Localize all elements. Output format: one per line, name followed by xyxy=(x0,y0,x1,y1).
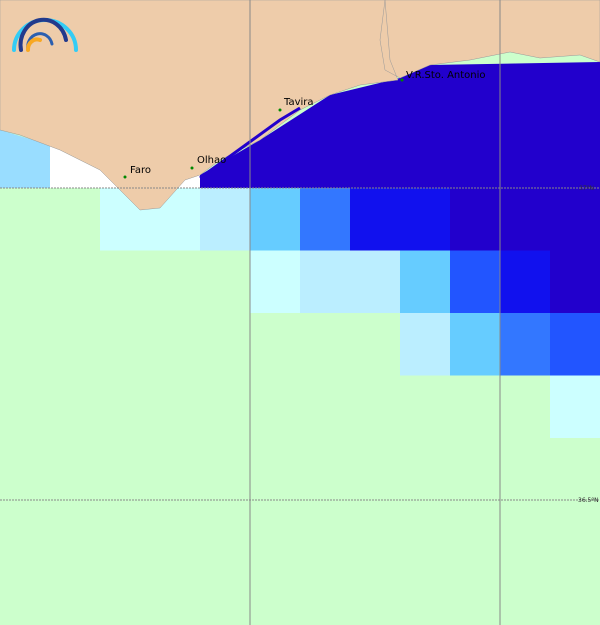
lagoon-islands xyxy=(199,106,301,180)
lat-label: 36.5ºN xyxy=(578,497,599,504)
city-label-faro: Faro xyxy=(130,165,151,176)
grid-cell xyxy=(400,250,450,313)
grid-cell xyxy=(250,188,300,251)
city-marker xyxy=(123,175,127,179)
grid-cell xyxy=(550,313,600,376)
grid-cell xyxy=(300,188,350,251)
coastal-light-water xyxy=(0,130,50,188)
grid-cell xyxy=(450,313,500,376)
land xyxy=(0,0,600,211)
city-label-olhao: Olhao xyxy=(197,155,226,166)
grid-cell xyxy=(300,250,350,313)
city-marker xyxy=(278,108,282,112)
grid-cell xyxy=(500,313,550,376)
city-label-tavira: Tavira xyxy=(283,97,314,108)
grid-cell xyxy=(550,250,600,313)
grid-cell xyxy=(550,188,600,251)
grid-cell xyxy=(400,313,450,376)
grid-cell xyxy=(550,375,600,438)
grid-cell xyxy=(450,250,500,313)
grid-cell xyxy=(500,250,550,313)
logo xyxy=(12,17,78,52)
grid-cell xyxy=(200,188,250,251)
city-marker xyxy=(400,78,404,82)
grid-cell xyxy=(450,188,500,251)
grid-cell xyxy=(350,188,400,251)
grid-cell xyxy=(500,188,550,251)
grid-cell xyxy=(400,188,450,251)
grid-cell xyxy=(350,250,400,313)
city-marker xyxy=(190,166,194,170)
lat-label: 37ºN xyxy=(579,185,594,192)
grid-cell xyxy=(250,250,300,313)
city-label-vrsa: V.R.Sto. Antonio xyxy=(406,70,486,81)
